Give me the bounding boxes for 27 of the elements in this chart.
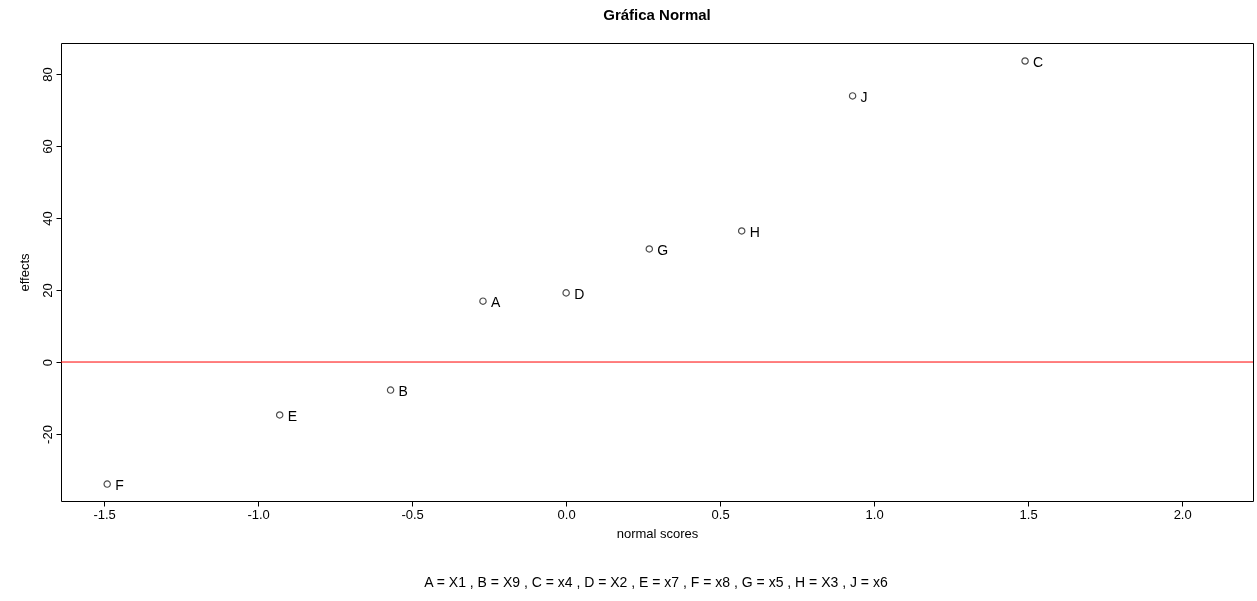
annotation: C bbox=[1033, 54, 1044, 70]
x-tick-label: 2.0 bbox=[1173, 506, 1192, 522]
y-tick-label: 40 bbox=[39, 211, 55, 226]
annotation: A bbox=[490, 294, 501, 311]
annotation: J bbox=[860, 88, 868, 105]
x-tick-label: -1.5 bbox=[93, 506, 116, 522]
chart-title: Gráfica Normal bbox=[603, 6, 711, 23]
annotation: E bbox=[287, 407, 298, 424]
y-tick-label: 80 bbox=[39, 67, 55, 82]
y-axis-title: effects bbox=[16, 252, 32, 292]
annotation: D bbox=[574, 285, 585, 302]
y-tick-label: 60 bbox=[39, 139, 55, 154]
annotation: H bbox=[749, 223, 760, 240]
x-tick-label: 0.0 bbox=[557, 506, 576, 522]
x-tick-label: 0.5 bbox=[711, 506, 730, 522]
text: A = X1 , B = X9 , C = x4 , D = X2 , E = x7 , F = x8 , G = x5 , H = X3 , J = x6 bbox=[423, 574, 889, 590]
annotation: B bbox=[398, 383, 408, 400]
x-tick-label: 1.5 bbox=[1019, 506, 1038, 522]
y-tick-label: 0 bbox=[39, 358, 55, 367]
y-tick-label: -20 bbox=[39, 425, 55, 444]
annotation: F bbox=[115, 477, 124, 494]
y-tick-label: 20 bbox=[39, 283, 55, 298]
x-tick-label: -0.5 bbox=[401, 506, 424, 522]
x-axis-title: normal scores bbox=[616, 525, 699, 541]
x-tick-label: 1.0 bbox=[865, 506, 884, 522]
x-tick-label: -1.0 bbox=[247, 506, 270, 522]
annotation: G bbox=[657, 241, 669, 258]
